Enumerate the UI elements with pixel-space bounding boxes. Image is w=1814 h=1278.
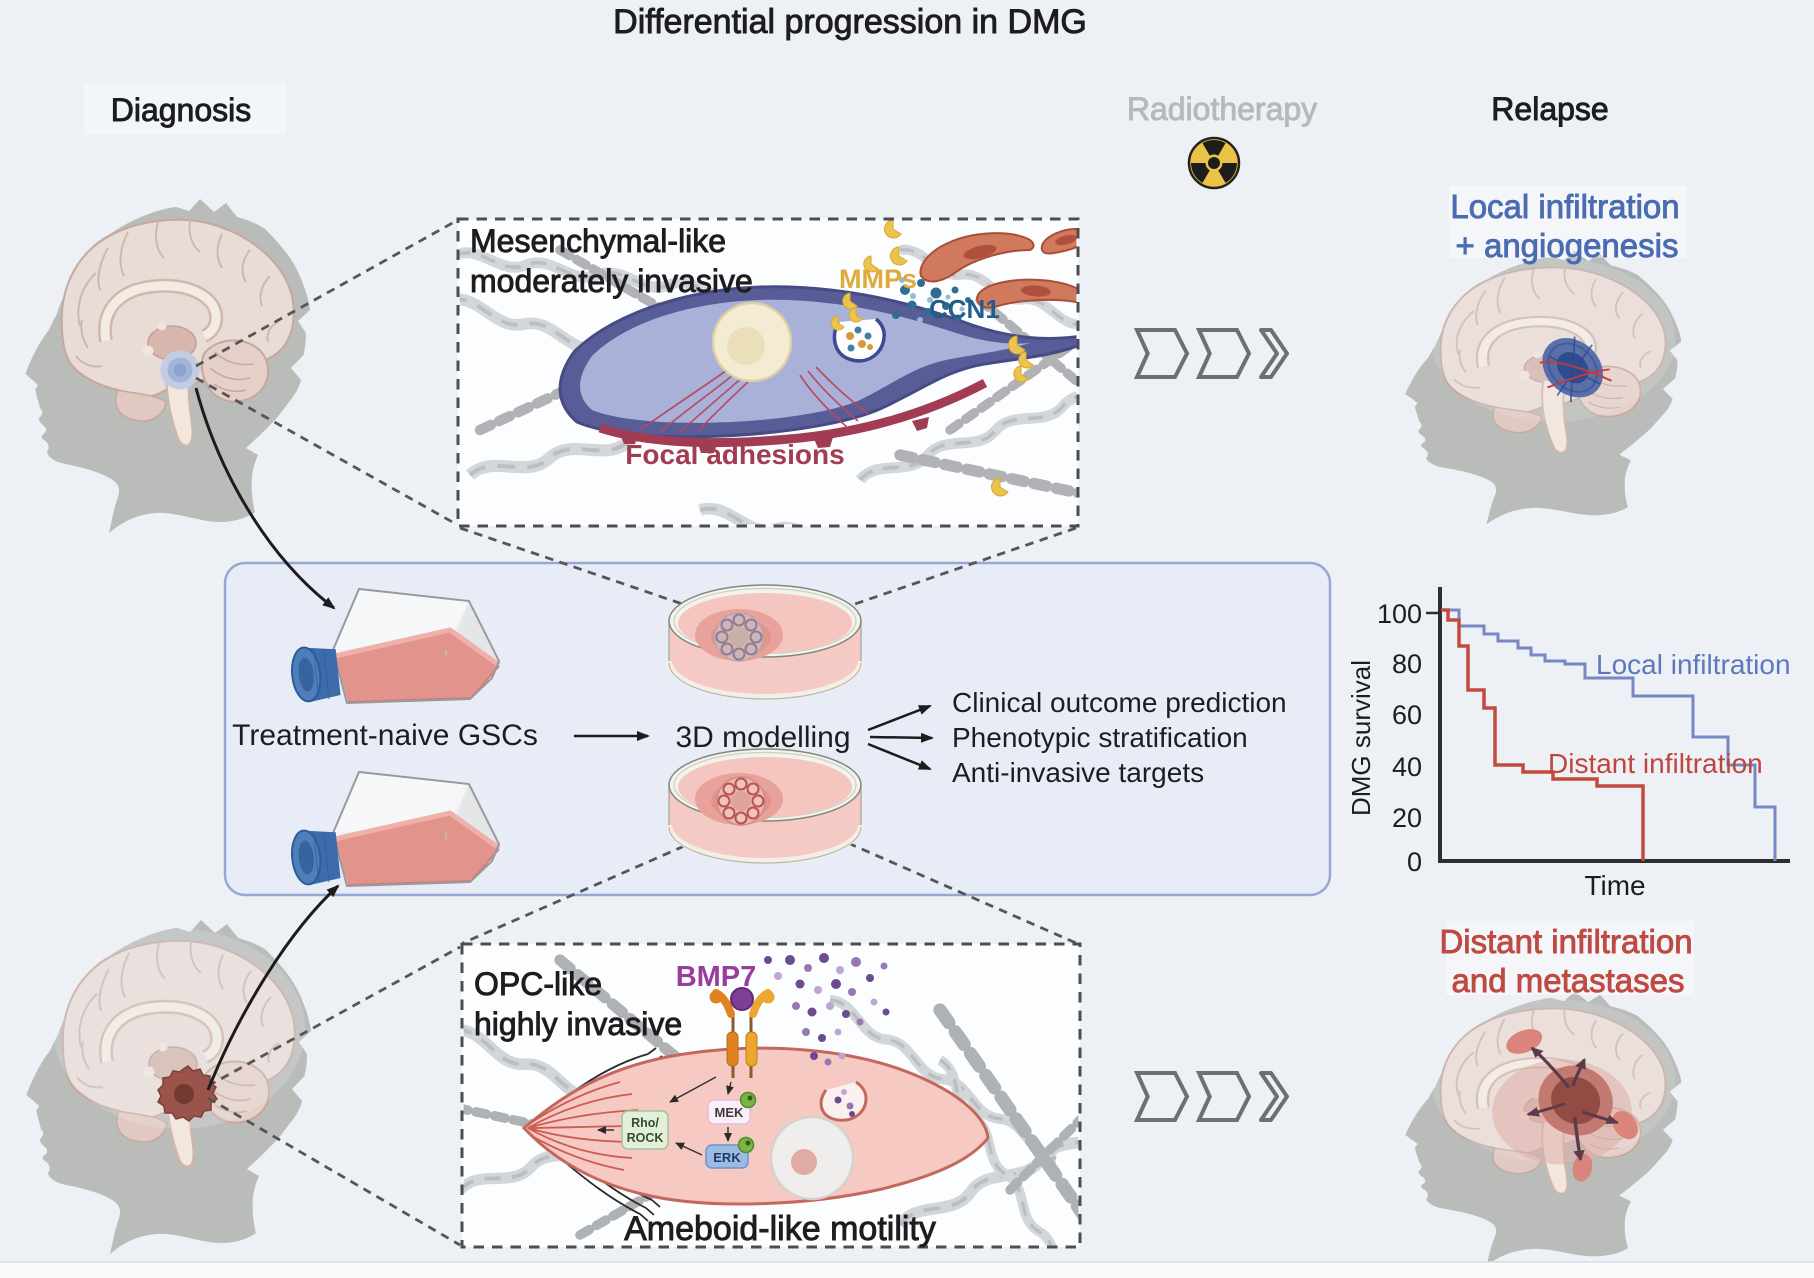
svg-text:CCN1: CCN1 (929, 294, 1000, 324)
svg-text:Time: Time (1584, 870, 1645, 901)
svg-text:Treatment-naive GSCs: Treatment-naive GSCs (232, 719, 538, 752)
svg-text:Relapse: Relapse (1491, 91, 1608, 127)
svg-text:100: 100 (1377, 599, 1422, 629)
svg-text:Phenotypic stratification: Phenotypic stratification (952, 722, 1248, 753)
svg-text:0: 0 (1407, 847, 1422, 877)
svg-text:Ameboid-like motility: Ameboid-like motility (624, 1210, 936, 1248)
svg-text:MMPs: MMPs (839, 264, 917, 294)
svg-text:80: 80 (1392, 649, 1422, 679)
svg-text:and metastases: and metastases (1452, 962, 1685, 999)
svg-text:+ angiogenesis: + angiogenesis (1456, 227, 1679, 264)
svg-text:ROCK: ROCK (627, 1131, 664, 1145)
svg-text:Diagnosis: Diagnosis (111, 92, 252, 128)
svg-text:Mesenchymal-like: Mesenchymal-like (470, 223, 726, 259)
svg-text:BMP7: BMP7 (676, 961, 757, 993)
svg-text:Local infiltration: Local infiltration (1596, 649, 1791, 680)
svg-text:OPC-like: OPC-like (474, 966, 602, 1002)
svg-text:Differential progression in DM: Differential progression in DMG (613, 3, 1087, 41)
svg-text:Clinical outcome prediction: Clinical outcome prediction (952, 687, 1287, 718)
svg-text:40: 40 (1392, 752, 1422, 782)
svg-text:Local infiltration: Local infiltration (1450, 188, 1679, 225)
svg-text:highly invasive: highly invasive (474, 1006, 682, 1042)
svg-text:Distant infiltration: Distant infiltration (1548, 748, 1763, 779)
svg-text:Rho/: Rho/ (631, 1116, 659, 1130)
svg-text:Focal adhesions: Focal adhesions (625, 439, 844, 470)
svg-text:moderately invasive: moderately invasive (470, 263, 753, 299)
svg-text:DMG survival: DMG survival (1346, 660, 1376, 816)
svg-text:ERK: ERK (713, 1150, 741, 1165)
svg-text:Distant infiltration: Distant infiltration (1439, 923, 1692, 960)
svg-text:Anti-invasive targets: Anti-invasive targets (952, 757, 1204, 788)
svg-text:20: 20 (1392, 803, 1422, 833)
svg-text:Radiotherapy: Radiotherapy (1127, 91, 1317, 127)
svg-text:60: 60 (1392, 700, 1422, 730)
svg-text:MEK: MEK (715, 1105, 745, 1120)
